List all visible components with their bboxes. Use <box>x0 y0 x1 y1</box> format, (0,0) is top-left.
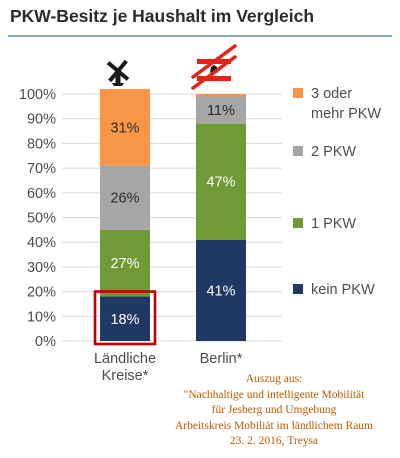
legend-label: 3 oder <box>311 86 352 102</box>
chart-title: PKW-Besitz je Haushalt im Vergleich <box>10 6 314 26</box>
bar-value-label: 31% <box>110 120 139 136</box>
legend-label: 2 PKW <box>311 144 356 160</box>
legend-swatch <box>293 146 303 156</box>
source-note: Auszug aus: "Nachhaltige und intelligent… <box>160 372 388 450</box>
legend-swatch <box>293 88 303 98</box>
legend-label: mehr PKW <box>311 106 381 122</box>
bar-value-label: 11% <box>207 103 235 119</box>
source-note-line: "Nachhaltige und intelligente Mobilität <box>183 388 365 401</box>
legend: kein PKW 1 PKW 2 PKW 3 oder mehr PKW <box>293 86 381 298</box>
y-tick-label: 10% <box>27 309 56 325</box>
bar-value-label: 27% <box>110 256 139 272</box>
bar-value-label: 47% <box>206 175 235 191</box>
y-tick-label: 60% <box>27 186 56 202</box>
y-tick-label: 50% <box>27 211 56 227</box>
bar-value-label: 18% <box>110 312 139 328</box>
y-tick-label: 100% <box>19 87 56 103</box>
legend-swatch <box>293 284 303 294</box>
legend-swatch <box>293 218 303 228</box>
x-tick-label: Ländliche <box>94 351 156 367</box>
bar-segment <box>100 229 150 297</box>
source-note-line: Auszug aus: <box>245 373 303 385</box>
bar-segment <box>100 165 150 230</box>
bar-value-label: 26% <box>110 191 139 207</box>
y-tick-label: 20% <box>27 285 56 301</box>
bar-segment <box>196 239 246 341</box>
bars: 18% 27% 26% 31% 41% 47% 11% <box>93 89 246 346</box>
bar-segment <box>196 96 246 124</box>
x-tick-label: Berlin* <box>200 351 243 367</box>
y-tick-label: 30% <box>27 260 56 276</box>
bar-value-label: 41% <box>206 283 235 299</box>
y-axis-ticks: 0% 10% 20% 30% 40% 50% 60% 70% 80% 90% 100% <box>19 87 56 350</box>
highlight-box <box>93 290 157 346</box>
bar-segment <box>100 89 150 166</box>
source-note-line: für Jesberg und Umgebung <box>211 404 337 416</box>
source-note-line: 23. 2. 2016, Treysa <box>229 435 319 447</box>
bar-segment <box>100 296 150 341</box>
legend-label: kein PKW <box>311 282 375 298</box>
y-tick-label: 0% <box>35 334 56 350</box>
y-tick-label: 90% <box>27 112 56 128</box>
x-tick-label: Kreise* <box>102 368 149 384</box>
legend-label: 1 PKW <box>311 216 356 232</box>
y-tick-label: 70% <box>27 161 56 177</box>
source-note-line: Arbeitskreis Mobiliät im ländlichem Raum <box>174 419 374 432</box>
bar-segment <box>196 94 246 97</box>
y-tick-label: 40% <box>27 235 56 251</box>
y-tick-label: 80% <box>27 136 56 152</box>
berlin-flag-crossed-icon <box>191 44 237 90</box>
bar-segment <box>196 123 246 240</box>
windmill-icon <box>106 59 130 86</box>
